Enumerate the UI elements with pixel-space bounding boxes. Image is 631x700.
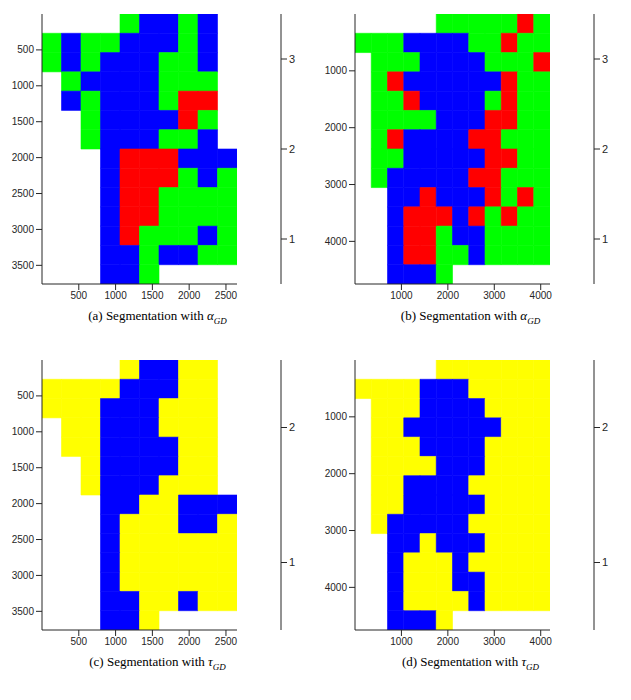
svg-text:2000: 2000 (437, 290, 460, 301)
svg-text:500: 500 (70, 290, 87, 301)
svg-text:1000: 1000 (325, 65, 348, 76)
svg-text:500: 500 (17, 390, 34, 401)
svg-text:1500: 1500 (12, 116, 35, 127)
svg-text:4000: 4000 (530, 636, 553, 647)
svg-text:2000: 2000 (12, 152, 35, 163)
svg-text:2: 2 (602, 421, 608, 433)
svg-text:1: 1 (602, 233, 608, 245)
svg-text:2500: 2500 (215, 290, 238, 301)
svg-text:2000: 2000 (12, 498, 35, 509)
html-text:(b) Segmentation with αGD: (b) Segmentation with αGD (400, 308, 541, 326)
svg-text:2500: 2500 (12, 534, 35, 545)
svg-text:2000: 2000 (325, 468, 348, 479)
svg-text:2500: 2500 (12, 188, 35, 199)
svg-text:2: 2 (289, 143, 295, 155)
svg-text:2000: 2000 (178, 290, 201, 301)
svg-text:1000: 1000 (104, 290, 127, 301)
svg-text:1: 1 (289, 556, 295, 568)
svg-text:1000: 1000 (12, 426, 35, 437)
svg-text:1000: 1000 (390, 290, 413, 301)
svg-text:3000: 3000 (483, 290, 506, 301)
svg-text:4000: 4000 (325, 236, 348, 247)
svg-text:2000: 2000 (178, 636, 201, 647)
svg-text:1000: 1000 (325, 411, 348, 422)
svg-text:2: 2 (602, 143, 608, 155)
svg-text:1500: 1500 (141, 636, 164, 647)
svg-text:4000: 4000 (530, 290, 553, 301)
svg-text:1: 1 (602, 556, 608, 568)
svg-text:1000: 1000 (390, 636, 413, 647)
svg-text:1500: 1500 (141, 290, 164, 301)
html-text:(d) Segmentation with τGD: (d) Segmentation with τGD (401, 653, 540, 672)
svg-text:500: 500 (70, 636, 87, 647)
svg-text:1000: 1000 (12, 80, 35, 91)
svg-text:3500: 3500 (12, 260, 35, 271)
svg-text:4000: 4000 (325, 582, 348, 593)
svg-text:3500: 3500 (12, 605, 35, 616)
svg-text:2500: 2500 (215, 636, 238, 647)
svg-text:3000: 3000 (325, 525, 348, 536)
svg-text:1500: 1500 (12, 462, 35, 473)
svg-text:3000: 3000 (483, 636, 506, 647)
svg-text:500: 500 (17, 44, 34, 55)
svg-text:2000: 2000 (437, 636, 460, 647)
svg-text:3000: 3000 (12, 570, 35, 581)
svg-text:1000: 1000 (104, 636, 127, 647)
svg-text:3: 3 (289, 53, 295, 65)
svg-text:2000: 2000 (325, 122, 348, 133)
html-text:(c) Segmentation with τGD: (c) Segmentation with τGD (89, 653, 226, 672)
svg-text:3: 3 (602, 53, 608, 65)
svg-text:3000: 3000 (12, 224, 35, 235)
svg-text:2: 2 (289, 421, 295, 433)
html-text:(a) Segmentation with αGD: (a) Segmentation with αGD (88, 308, 227, 326)
svg-text:3000: 3000 (325, 179, 348, 190)
svg-text:1: 1 (289, 233, 295, 245)
